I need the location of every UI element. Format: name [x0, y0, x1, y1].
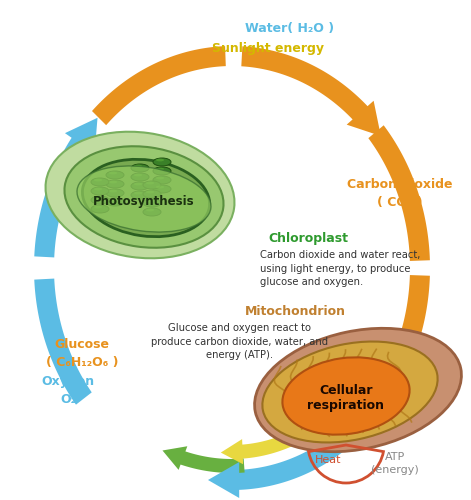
- Ellipse shape: [143, 208, 161, 216]
- Polygon shape: [92, 46, 226, 125]
- Ellipse shape: [91, 187, 109, 195]
- Ellipse shape: [82, 160, 210, 236]
- Polygon shape: [65, 118, 97, 154]
- Polygon shape: [349, 400, 383, 436]
- Polygon shape: [208, 462, 239, 498]
- Text: Heat: Heat: [315, 455, 341, 465]
- Text: Oxygen
O₂: Oxygen O₂: [41, 375, 95, 406]
- Polygon shape: [241, 46, 372, 125]
- Text: Water( H₂O ): Water( H₂O ): [245, 22, 334, 35]
- Ellipse shape: [153, 176, 171, 184]
- Ellipse shape: [156, 168, 164, 170]
- Polygon shape: [237, 408, 335, 459]
- Ellipse shape: [156, 176, 164, 180]
- Text: Glucose
( C₆H₁₂O₆ ): Glucose ( C₆H₁₂O₆ ): [46, 338, 118, 369]
- Ellipse shape: [262, 342, 438, 442]
- Ellipse shape: [65, 146, 224, 248]
- Ellipse shape: [46, 132, 235, 258]
- Ellipse shape: [156, 186, 164, 188]
- Ellipse shape: [94, 206, 102, 208]
- Ellipse shape: [153, 167, 171, 175]
- Text: Carbon dioxide
( CO₂ ): Carbon dioxide ( CO₂ ): [347, 178, 453, 209]
- Polygon shape: [368, 126, 430, 261]
- Polygon shape: [347, 101, 381, 136]
- Ellipse shape: [134, 182, 142, 186]
- Ellipse shape: [91, 178, 109, 186]
- Ellipse shape: [109, 190, 117, 192]
- Ellipse shape: [143, 199, 161, 207]
- Polygon shape: [176, 450, 244, 473]
- Ellipse shape: [146, 200, 154, 202]
- Ellipse shape: [146, 182, 154, 184]
- Ellipse shape: [156, 158, 164, 162]
- Ellipse shape: [143, 181, 161, 189]
- Ellipse shape: [94, 188, 102, 190]
- Polygon shape: [358, 275, 430, 425]
- Polygon shape: [162, 446, 187, 470]
- Text: Chloroplast: Chloroplast: [268, 232, 348, 245]
- Polygon shape: [34, 278, 92, 404]
- Ellipse shape: [146, 190, 154, 194]
- Ellipse shape: [134, 192, 142, 194]
- Text: Cellular
respiration: Cellular respiration: [308, 384, 384, 412]
- Ellipse shape: [131, 191, 149, 199]
- Ellipse shape: [91, 196, 109, 204]
- Ellipse shape: [106, 180, 124, 188]
- Ellipse shape: [131, 182, 149, 190]
- Polygon shape: [232, 427, 354, 490]
- Ellipse shape: [131, 173, 149, 181]
- Ellipse shape: [283, 358, 410, 434]
- Text: Carbon dioxide and water react,
using light energy, to produce
glucose and oxyge: Carbon dioxide and water react, using li…: [260, 250, 421, 287]
- Ellipse shape: [106, 198, 124, 206]
- Ellipse shape: [77, 166, 211, 232]
- Text: Photosynthesis: Photosynthesis: [93, 194, 195, 207]
- Ellipse shape: [143, 190, 161, 198]
- Text: Mitochondrion: Mitochondrion: [244, 305, 346, 318]
- Text: Glucose and oxygen react to
produce carbon dioxide, water, and
energy (ATP).: Glucose and oxygen react to produce carb…: [152, 323, 329, 360]
- Ellipse shape: [94, 196, 102, 200]
- Text: Sunlight energy: Sunlight energy: [212, 42, 324, 55]
- Ellipse shape: [94, 178, 102, 182]
- Ellipse shape: [153, 185, 171, 193]
- Ellipse shape: [109, 180, 117, 184]
- Ellipse shape: [106, 171, 124, 179]
- Ellipse shape: [254, 328, 462, 452]
- Ellipse shape: [109, 172, 117, 174]
- Ellipse shape: [106, 189, 124, 197]
- Ellipse shape: [109, 198, 117, 202]
- Ellipse shape: [134, 174, 142, 176]
- Ellipse shape: [131, 164, 149, 172]
- Polygon shape: [34, 132, 92, 258]
- Ellipse shape: [134, 164, 142, 168]
- Polygon shape: [221, 439, 243, 464]
- Ellipse shape: [91, 205, 109, 213]
- Ellipse shape: [153, 158, 171, 166]
- Text: ATP
(energy): ATP (energy): [371, 452, 419, 475]
- Ellipse shape: [146, 208, 154, 212]
